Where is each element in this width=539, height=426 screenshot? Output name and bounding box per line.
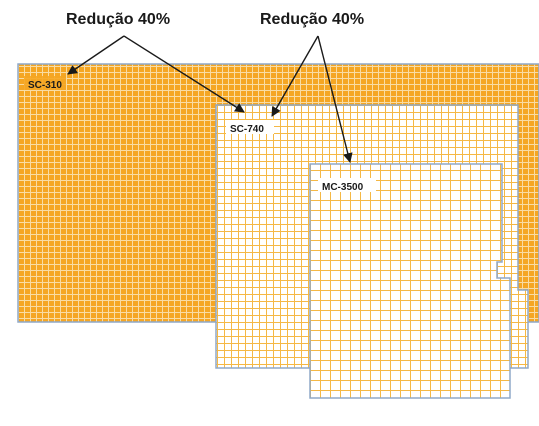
panel-mc-3500: MC-3500 — [309, 163, 511, 399]
panel-label-sc-310: SC-310 — [28, 80, 62, 91]
arrow-to-mc-3500 — [317, 35, 353, 163]
panel-label-sc-740: SC-740 — [230, 124, 264, 135]
arrow-to-sc-310 — [67, 35, 125, 75]
callout-left: Redução 40% — [66, 11, 170, 28]
arrow-left-to-sc-740 — [123, 35, 245, 113]
callout-arrows — [67, 35, 353, 163]
arrow-right-to-sc-740 — [271, 35, 319, 117]
panel-label-mc-3500: MC-3500 — [322, 182, 364, 193]
callout-right: Redução 40% — [260, 11, 364, 28]
